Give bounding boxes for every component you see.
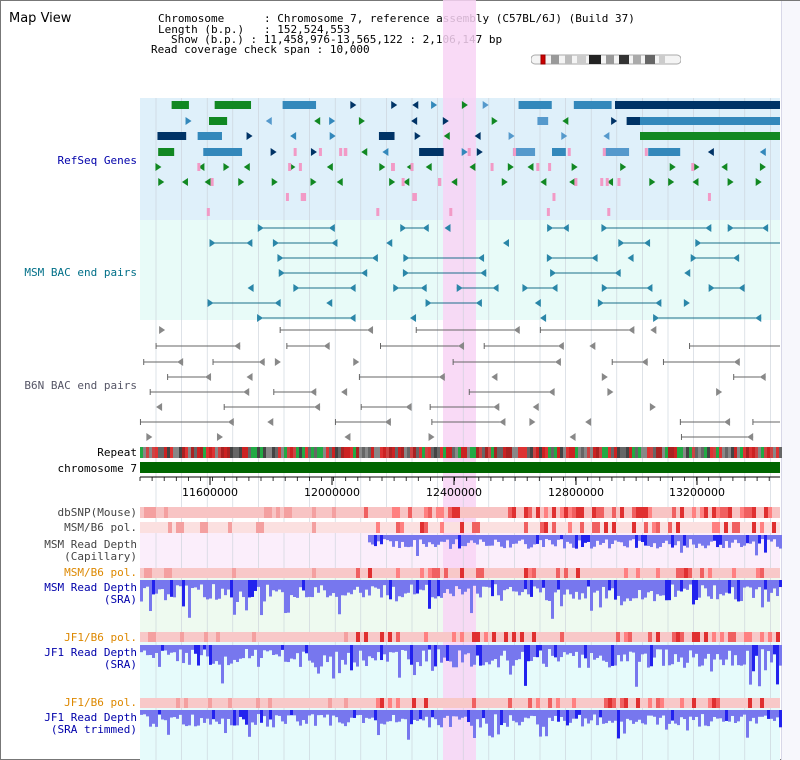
info-chromosome: Chromosome : Chromosome 7, reference ass… xyxy=(158,12,635,25)
info-show-key: Show (b.p.) xyxy=(171,33,244,46)
track-label-jf1-b6-pol[interactable]: JF1/B6 pol. xyxy=(64,631,137,644)
track-label-msm-b6-pol[interactable]: MSM/B6 pol. xyxy=(64,521,137,534)
info-chromosome-value: Chromosome 7, reference assembly (C57BL/… xyxy=(277,12,635,25)
info-coverage: Read coverage check span : 10,000 xyxy=(151,43,370,56)
track-label-chromosome: chromosome 7 xyxy=(57,462,137,475)
info-coverage-value: 10,000 xyxy=(329,43,370,56)
track-label-jf1-sra-1[interactable]: JF1 Read Depth xyxy=(44,646,137,659)
track-label-repeat[interactable]: Repeat xyxy=(97,446,137,459)
info-length-key: Length (b.p.) xyxy=(158,23,245,36)
track-label-jf1-trim-1[interactable]: JF1 Read Depth xyxy=(44,711,137,724)
track-label-msm-cap-2: (Capillary) xyxy=(64,550,137,563)
track-label-refseq[interactable]: RefSeq Genes xyxy=(57,154,137,167)
track-label-msm-b6-pol-2[interactable]: MSM/B6 pol. xyxy=(64,566,137,579)
chromosome-ideogram[interactable] xyxy=(531,54,681,66)
track-label-jf1-sra-2: (SRA) xyxy=(103,658,137,671)
info-length: Length (b.p.) : 152,524,553 xyxy=(158,23,351,36)
track-label-dbsnp[interactable]: dbSNP(Mouse) xyxy=(57,506,137,519)
track-label-msm-cap-1[interactable]: MSM Read Depth xyxy=(44,538,137,551)
track-label-jf1-trim-2: (SRA trimmed) xyxy=(50,723,137,736)
track-label-msm-bac[interactable]: MSM BAC end pairs xyxy=(24,266,137,279)
track-label-msm-sra-2: (SRA) xyxy=(103,593,137,606)
info-coverage-key: Read coverage check span xyxy=(151,43,310,56)
info-chromosome-key: Chromosome xyxy=(158,12,225,25)
track-label-b6n-bac[interactable]: B6N BAC end pairs xyxy=(24,379,137,392)
ideogram-current-region xyxy=(540,54,546,65)
vertical-scrollbar[interactable] xyxy=(781,1,800,760)
info-length-value: 152,524,553 xyxy=(277,23,351,36)
app-title: Map View xyxy=(9,11,72,26)
track-label-jf1-b6-pol-2[interactable]: JF1/B6 pol. xyxy=(64,696,137,709)
track-label-msm-sra-1[interactable]: MSM Read Depth xyxy=(44,581,137,594)
